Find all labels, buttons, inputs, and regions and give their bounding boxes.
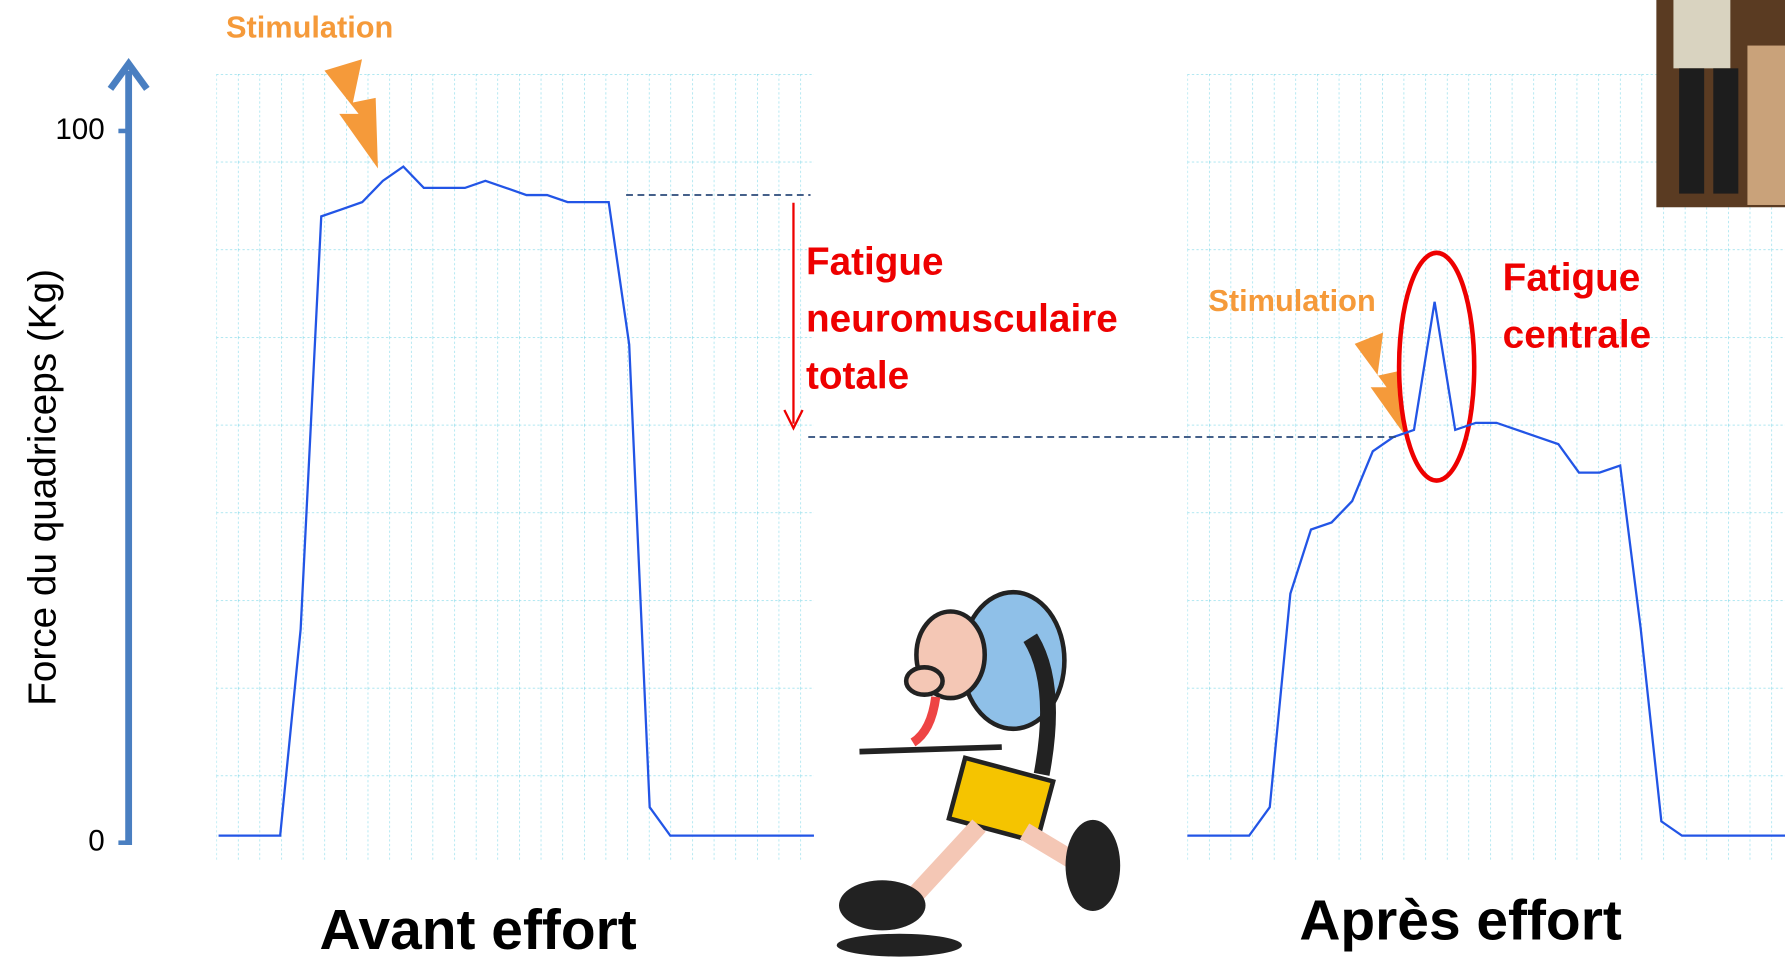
slide: Force du quadriceps (Kg) Stimulation Sti… xyxy=(0,0,1785,960)
panel-title: Après effort xyxy=(1299,889,1622,953)
y-tick-label: 100 xyxy=(55,113,104,146)
y-tick-label: 0 xyxy=(88,825,104,858)
annotation: neuromusculaire xyxy=(806,297,1118,340)
y-axis-label: Force du quadriceps (Kg) xyxy=(22,269,65,706)
photo xyxy=(1656,0,1785,207)
annotation: Fatigue xyxy=(806,240,944,283)
annotation: Fatigue xyxy=(1503,256,1641,299)
panel-title: Avant effort xyxy=(320,898,637,960)
annotation: centrale xyxy=(1503,313,1651,356)
annotation: Stimulation xyxy=(226,10,393,45)
cartoon xyxy=(837,592,1120,956)
annotation: totale xyxy=(806,354,909,397)
annotation: Stimulation xyxy=(1208,283,1375,318)
